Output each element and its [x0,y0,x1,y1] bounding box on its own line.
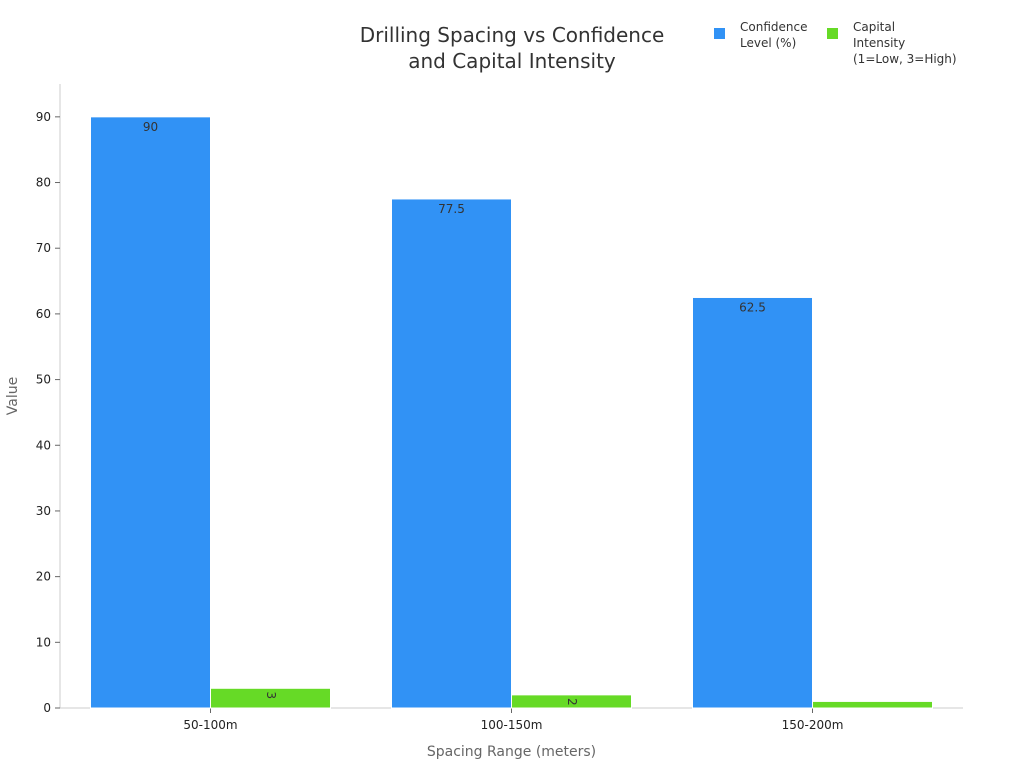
legend-swatch-1 [714,28,725,39]
legend-label-2: (1=Low, 3=High) [853,52,957,66]
y-tick-label: 0 [43,701,51,715]
y-tick-label: 90 [36,110,51,124]
x-tick-label: 150-200m [782,718,844,732]
y-tick-label: 30 [36,504,51,518]
data-label-1-3: 62.5 [739,300,766,314]
chart-legend: Confidence Level (%) Capital Intensity (1=Lo… [714,20,957,66]
chart-data-labels: 90 3 77.5 2 62.5 [143,120,766,706]
x-tick-label: 50-100m [183,718,237,732]
bar-2-3 [812,700,933,709]
data-label-1-1: 90 [143,120,158,134]
y-tick-label: 20 [36,570,51,584]
legend-label-2: Intensity [853,36,905,50]
data-label-2-2: 2 [565,698,579,706]
chart-bars [90,116,933,709]
bar-1-3 [692,296,813,709]
legend-label-1: Confidence [740,20,807,34]
x-tick-label: 100-150m [481,718,543,732]
bar-2-1 [210,687,331,709]
y-tick-label: 50 [36,373,51,387]
legend-label-2: Capital [853,20,895,34]
bar-1-1 [90,116,211,709]
y-axis-label: Value [5,377,21,415]
bar-2-2 [511,694,632,709]
chart-title-line: and Capital Intensity [408,49,616,73]
bar-1-2 [391,198,512,709]
y-tick-label: 40 [36,438,51,452]
y-tick-label: 80 [36,176,51,190]
data-label-2-1: 3 [264,691,278,699]
x-axis-label: Spacing Range (meters) [427,744,596,760]
legend-label-1: Level (%) [740,36,796,50]
data-label-1-2: 77.5 [438,202,465,216]
y-tick-label: 70 [36,241,51,255]
y-tick-label: 10 [36,635,51,649]
chart-title-line: Drilling Spacing vs Confidence [360,23,665,47]
y-tick-label: 60 [36,307,51,321]
legend-swatch-2 [827,28,838,39]
